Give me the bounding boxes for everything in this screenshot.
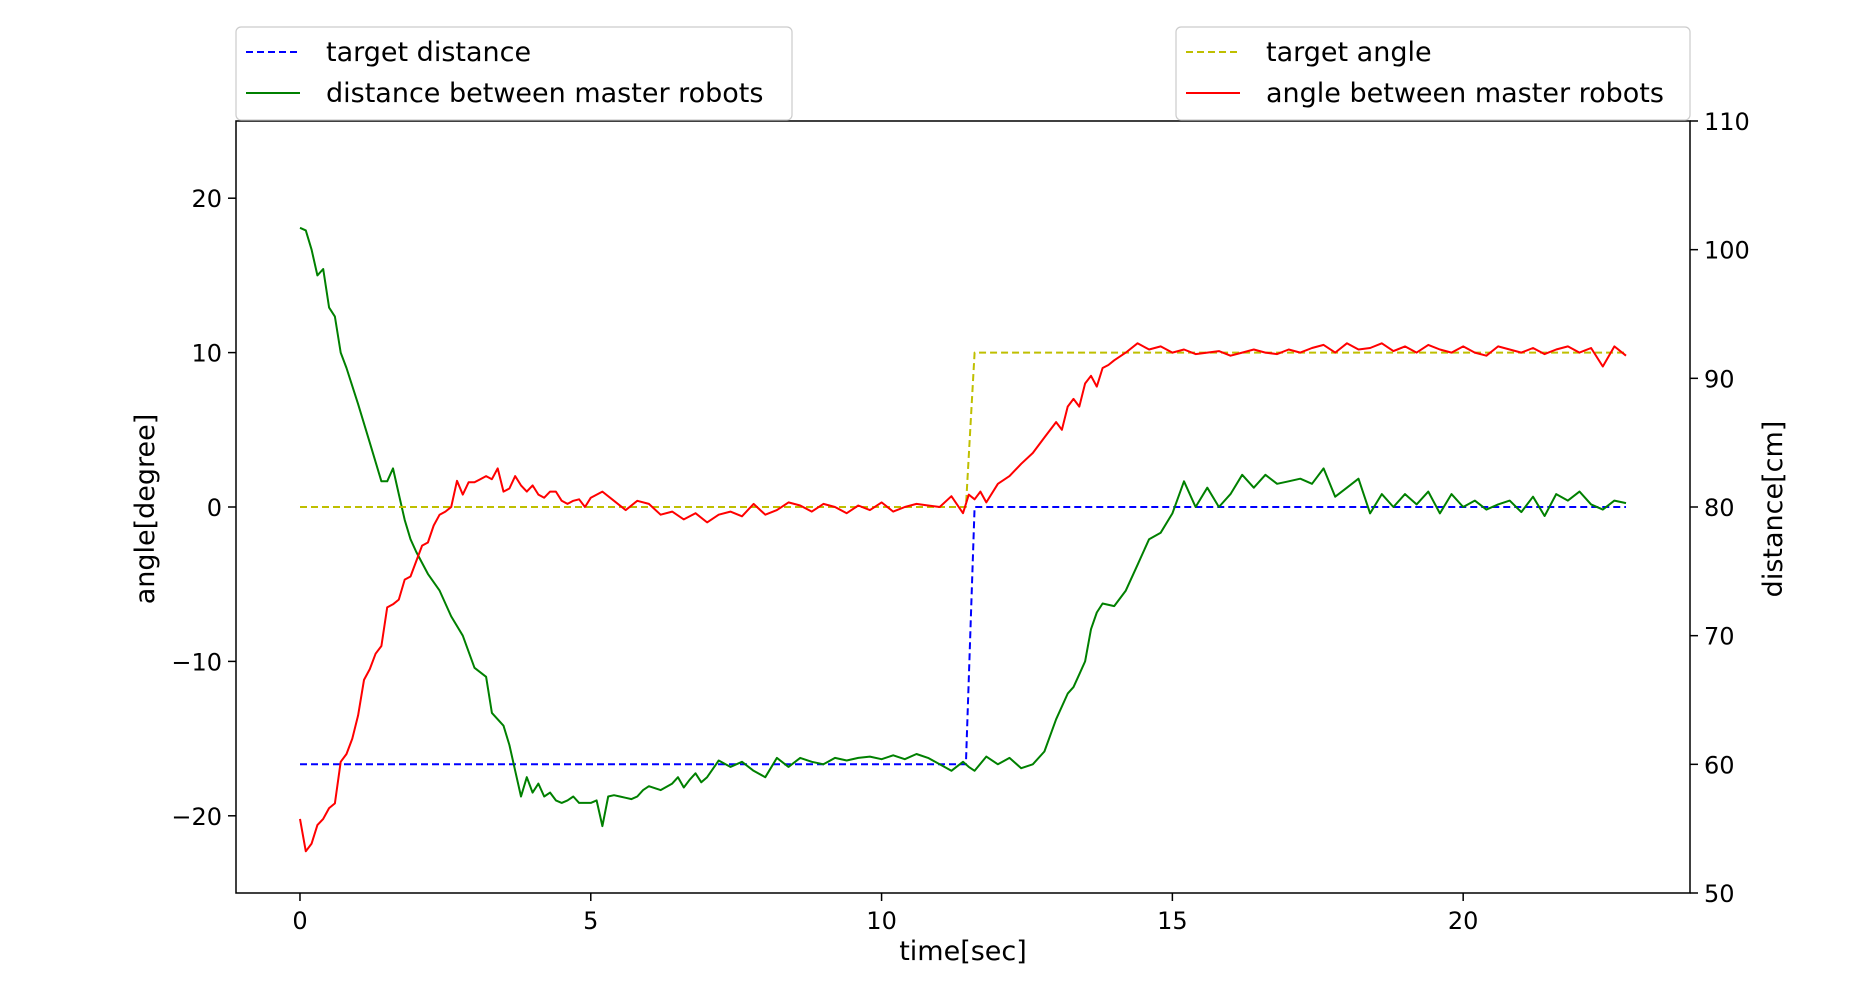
y-axis-right-label: distance[cm] [1758,421,1789,598]
x-tick-label: 15 [1157,907,1188,935]
series-line-angle-between-master-robots [299,342,1627,853]
series-layer [299,226,1627,853]
x-tick-label: 10 [866,907,897,935]
legend-right: target angle angle between master robots [1175,26,1691,121]
legend-left: target distance distance between master … [235,26,793,121]
x-tick-label: 0 [292,907,307,935]
x-tick-label: 20 [1448,907,1479,935]
series-line-distance-between-master-robots [299,226,1627,828]
legend-left-box [235,26,793,121]
y-right-tick-label: 100 [1704,237,1750,265]
legend-right-box [1175,26,1691,121]
series-line-target-distance [300,506,1626,766]
y-left-tick-label: 10 [191,340,222,368]
y-left-tick-label: −10 [171,648,222,676]
x-axis-label: time[sec] [899,936,1027,967]
y-right-tick-label: 90 [1704,365,1735,393]
legend-label-target-distance: target distance [326,37,531,68]
y-right-tick-label: 50 [1704,880,1735,908]
legend-label-target-angle: target angle [1266,37,1432,68]
y-left-tick-label: −20 [171,803,222,831]
y-left-tick-label: 20 [191,185,222,213]
y-right-tick-label: 70 [1704,623,1735,651]
ticks-layer: 0 5 10 15 20 −20 −10 0 10 20 50 60 70 80 90 100 110 [171,108,1749,935]
legend-label-distance-between-master-robots: distance between master robots [326,78,763,109]
legend-label-angle-between-master-robots: angle between master robots [1266,78,1664,109]
y-axis-left-label: angle[degree] [130,414,161,605]
y-left-tick-label: 0 [207,494,222,522]
y-right-tick-label: 60 [1704,751,1735,779]
y-right-tick-label: 80 [1704,494,1735,522]
x-tick-label: 5 [583,907,598,935]
y-right-tick-label: 110 [1704,108,1750,136]
